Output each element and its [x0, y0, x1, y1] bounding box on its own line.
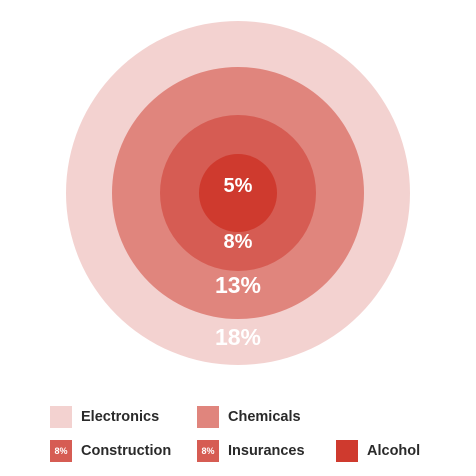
legend-swatch-alcohol [336, 440, 358, 462]
legend-label-chemicals: Chemicals [228, 409, 301, 425]
legend-label-electronics: Electronics [81, 409, 160, 425]
legend-label-construction: Construction [81, 443, 172, 459]
ring-label-chemicals: 13% [215, 272, 261, 298]
legend-item-alcohol: Alcohol [336, 440, 420, 462]
legend-label-insurances: Insurances [228, 443, 305, 459]
ring-label-electronics: 18% [215, 324, 261, 350]
ring-label-construction: 8% [224, 231, 253, 253]
legend-item-chemicals: Chemicals [197, 406, 301, 428]
legend-item-insurances: 8% Insurances [197, 440, 305, 462]
legend-swatch-insurances: 8% [197, 440, 219, 462]
legend-swatch-electronics [50, 406, 72, 428]
legend-item-electronics: Electronics [50, 406, 159, 428]
legend-badge-construction: 8% [54, 446, 68, 456]
legend-label-alcohol: Alcohol [367, 443, 421, 459]
legend-swatch-chemicals [197, 406, 219, 428]
ring-alcohol [199, 154, 277, 232]
legend-swatch-construction: 8% [50, 440, 72, 462]
legend-badge-insurances: 8% [201, 446, 215, 456]
legend-item-construction: 8% Construction [50, 440, 171, 462]
ring-label-alcohol: 5% [224, 175, 253, 197]
